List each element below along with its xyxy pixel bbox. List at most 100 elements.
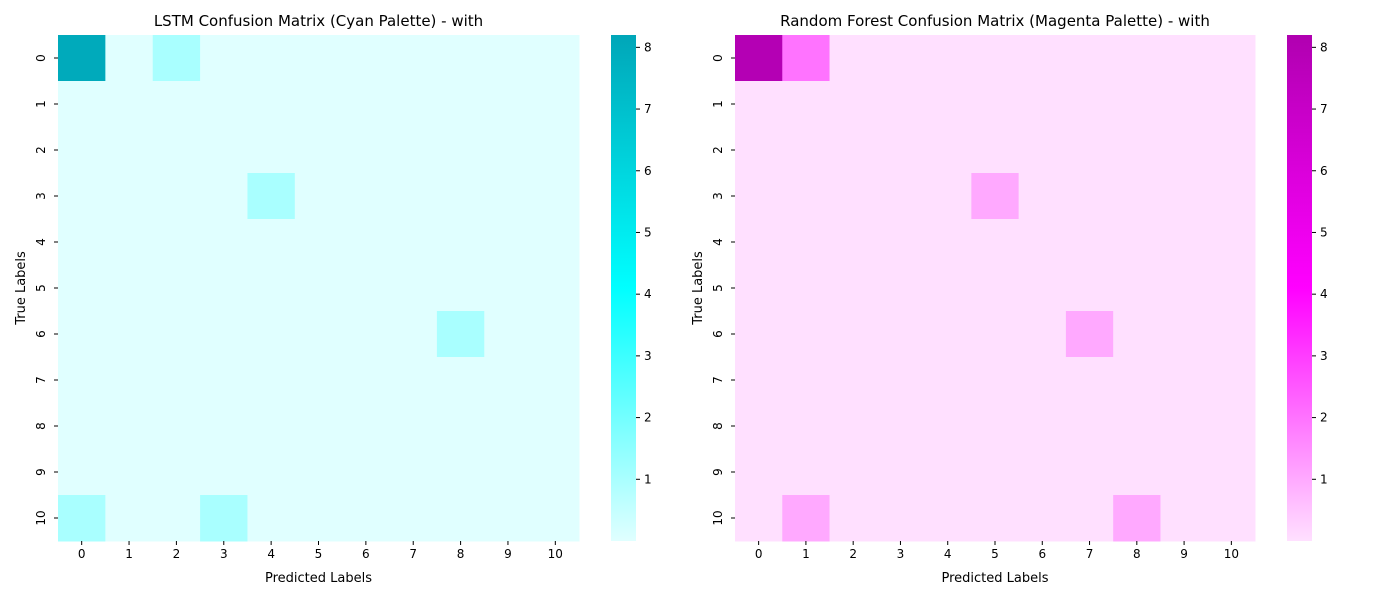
heatmap-cell — [1160, 173, 1209, 220]
heatmap-cell — [247, 449, 296, 496]
heatmap-cell — [924, 311, 972, 358]
heatmap-cell — [105, 357, 154, 404]
heatmap-cell — [924, 81, 972, 128]
heatmap-cell — [924, 35, 972, 82]
heatmap-cell — [1207, 311, 1256, 358]
heatmap-cell — [876, 403, 925, 450]
heatmap-cell — [1113, 449, 1161, 496]
heatmap-cell — [1065, 219, 1114, 266]
heatmap-cell — [1207, 403, 1256, 450]
heatmap-cell — [876, 219, 925, 266]
heatmap-cell — [1065, 127, 1114, 174]
heatmap-cell — [924, 403, 972, 450]
heatmap-cell — [782, 35, 831, 82]
heatmap-cell — [200, 35, 248, 82]
x-tick-label: 7 — [1086, 547, 1094, 561]
colorbar-tick-label: 4 — [644, 287, 652, 301]
colorbar-tick-label: 6 — [1320, 164, 1328, 178]
heatmap-cell — [876, 495, 925, 542]
heatmap-cell — [876, 357, 925, 404]
heatmap-panel-0: LSTM Confusion Matrix (Cyan Palette) - w… — [14, 12, 652, 586]
heatmap-cell — [829, 265, 878, 312]
heatmap-cell — [436, 403, 485, 450]
heatmap-cell — [247, 173, 296, 220]
heatmap-cell — [531, 449, 580, 496]
heatmap-cell — [782, 357, 831, 404]
heatmap-cell — [971, 449, 1020, 496]
heatmap-cell — [1160, 449, 1209, 496]
heatmap-cell — [1207, 495, 1256, 542]
x-tick-label: 7 — [409, 547, 417, 561]
colorbar-tick-label: 2 — [1320, 411, 1328, 425]
heatmap-cell — [58, 127, 106, 174]
heatmap-cell — [105, 403, 154, 450]
heatmap-cell — [1160, 357, 1209, 404]
heatmap-cell — [389, 127, 438, 174]
heatmap-cell — [735, 311, 783, 358]
heatmap-cell — [58, 357, 106, 404]
heatmap-cell — [152, 81, 201, 128]
heatmap-cell — [152, 357, 201, 404]
heatmap-cell — [1018, 219, 1067, 266]
heatmap-cell — [735, 219, 783, 266]
heatmap-cell — [829, 403, 878, 450]
heatmap-cell — [1065, 81, 1114, 128]
heatmap-cell — [105, 81, 154, 128]
heatmap-cells — [735, 35, 1256, 542]
colorbar-tick-label: 5 — [1320, 225, 1328, 239]
heatmap-cell — [58, 449, 106, 496]
heatmap-cell — [342, 81, 391, 128]
heatmap-cell — [484, 265, 533, 312]
heatmap-cell — [1018, 127, 1067, 174]
x-tick-label: 6 — [1038, 547, 1046, 561]
x-tick-label: 9 — [504, 547, 512, 561]
colorbar-tick-label: 8 — [644, 40, 652, 54]
heatmap-cell — [782, 449, 831, 496]
heatmap-cell — [735, 357, 783, 404]
heatmap-cell — [1113, 265, 1161, 312]
heatmap-cell — [971, 403, 1020, 450]
y-tick-label: 5 — [711, 284, 725, 292]
heatmap-cell — [294, 311, 343, 358]
heatmap-cell — [436, 311, 485, 358]
heatmap-cell — [876, 173, 925, 220]
heatmap-cell — [58, 403, 106, 450]
heatmap-cell — [105, 495, 154, 542]
x-tick-label: 0 — [78, 547, 86, 561]
heatmap-cell — [389, 449, 438, 496]
heatmap-cell — [1113, 403, 1161, 450]
chart-title: Random Forest Confusion Matrix (Magenta … — [780, 12, 1210, 30]
heatmap-cell — [152, 35, 201, 82]
heatmap-cell — [389, 357, 438, 404]
heatmap-cell — [436, 127, 485, 174]
heatmap-cells — [58, 35, 580, 542]
heatmap-cell — [1018, 357, 1067, 404]
heatmap-cell — [1065, 265, 1114, 312]
heatmap-cell — [389, 173, 438, 220]
y-tick-label: 2 — [711, 146, 725, 154]
heatmap-cell — [971, 357, 1020, 404]
heatmap-cell — [436, 219, 485, 266]
heatmap-cell — [971, 265, 1020, 312]
heatmap-cell — [735, 81, 783, 128]
x-tick-label: 1 — [802, 547, 810, 561]
y-tick-label: 1 — [34, 100, 48, 108]
heatmap-cell — [105, 265, 154, 312]
heatmap-cell — [876, 81, 925, 128]
colorbar-tick-label: 3 — [1320, 349, 1328, 363]
heatmap-panel-1: Random Forest Confusion Matrix (Magenta … — [691, 12, 1328, 586]
heatmap-cell — [436, 357, 485, 404]
y-tick-label: 8 — [711, 422, 725, 430]
colorbar-tick-label: 7 — [644, 102, 652, 116]
heatmap-cell — [782, 127, 831, 174]
heatmap-cell — [200, 127, 248, 174]
heatmap-cell — [58, 265, 106, 312]
y-tick-label: 9 — [711, 468, 725, 476]
heatmap-cell — [1065, 495, 1114, 542]
heatmap-cell — [1113, 495, 1161, 542]
heatmap-cell — [1113, 219, 1161, 266]
heatmap-cell — [152, 173, 201, 220]
heatmap-cell — [294, 127, 343, 174]
heatmap-cell — [1018, 265, 1067, 312]
heatmap-cell — [782, 495, 831, 542]
